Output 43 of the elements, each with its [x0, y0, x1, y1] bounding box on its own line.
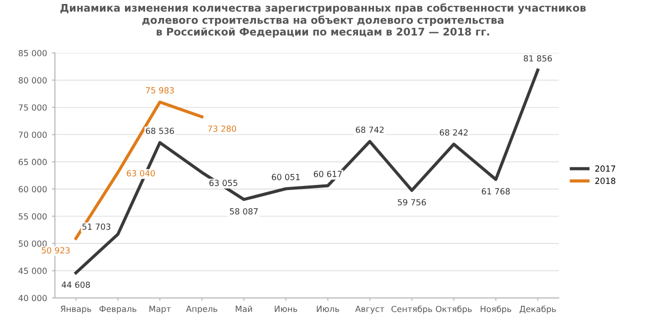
y-tick-label: 60 000: [18, 186, 47, 192]
data-label: 63 040: [126, 170, 155, 176]
y-tick-label: 50 000: [18, 240, 47, 247]
y-tick-label: 65 000: [18, 158, 47, 166]
data-label: 68 536: [146, 128, 174, 134]
y-tick-label: 85 000: [18, 50, 47, 56]
y-tick-label: 75 000: [18, 104, 47, 111]
x-tick-label: Май: [236, 306, 252, 312]
data-label: 61 768: [482, 188, 510, 194]
y-tick-label: 70 000: [18, 132, 47, 138]
x-tick-label: Июль: [316, 306, 340, 312]
y-tick-label: 40 000: [18, 294, 47, 302]
data-label: 68 242: [440, 129, 468, 136]
x-tick-label: Июнь: [274, 306, 298, 312]
x-tick-label: Март: [149, 306, 171, 314]
data-label: 59 756: [398, 199, 426, 206]
legend-label: 2018: [595, 178, 616, 184]
y-tick-label: 55 000: [18, 213, 47, 220]
y-tick-label: 45 000: [18, 268, 47, 274]
x-tick-label: Февраль: [99, 306, 136, 314]
data-label: 81 856: [524, 55, 552, 62]
line-series: [74, 68, 540, 274]
data-label: 58 087: [230, 208, 258, 215]
legend-label: 2017: [595, 165, 616, 172]
chart-title: Динамика изменения количества зарегистрированных прав собственности участников долевого строительства на объект долевого строительства в Российской Федерации по месяцам в 2017 — 2018 гг.: [60, 3, 586, 38]
x-tick-label: Август: [355, 306, 384, 314]
x-tick-label: Ноябрь: [480, 306, 512, 314]
line-series: [74, 100, 204, 240]
data-label: 44 608: [62, 282, 90, 288]
x-tick-label: Январь: [60, 306, 92, 314]
x-tick-label: Сентябрь: [391, 306, 432, 314]
data-label: 68 742: [356, 126, 384, 133]
data-label: 50 923: [42, 247, 70, 254]
data-label: 75 983: [146, 87, 174, 94]
data-label: 51 703: [82, 224, 110, 230]
data-label: 60 051: [272, 174, 300, 180]
x-tick-label: Декабрь: [520, 306, 556, 314]
data-label: 60 617: [314, 170, 342, 178]
data-label: 73 280: [208, 126, 236, 132]
data-label: 63 055: [209, 180, 238, 186]
y-tick-label: 80 000: [18, 77, 47, 84]
x-tick-label: Октябрь: [436, 306, 472, 314]
x-tick-label: Апрель: [186, 306, 218, 314]
